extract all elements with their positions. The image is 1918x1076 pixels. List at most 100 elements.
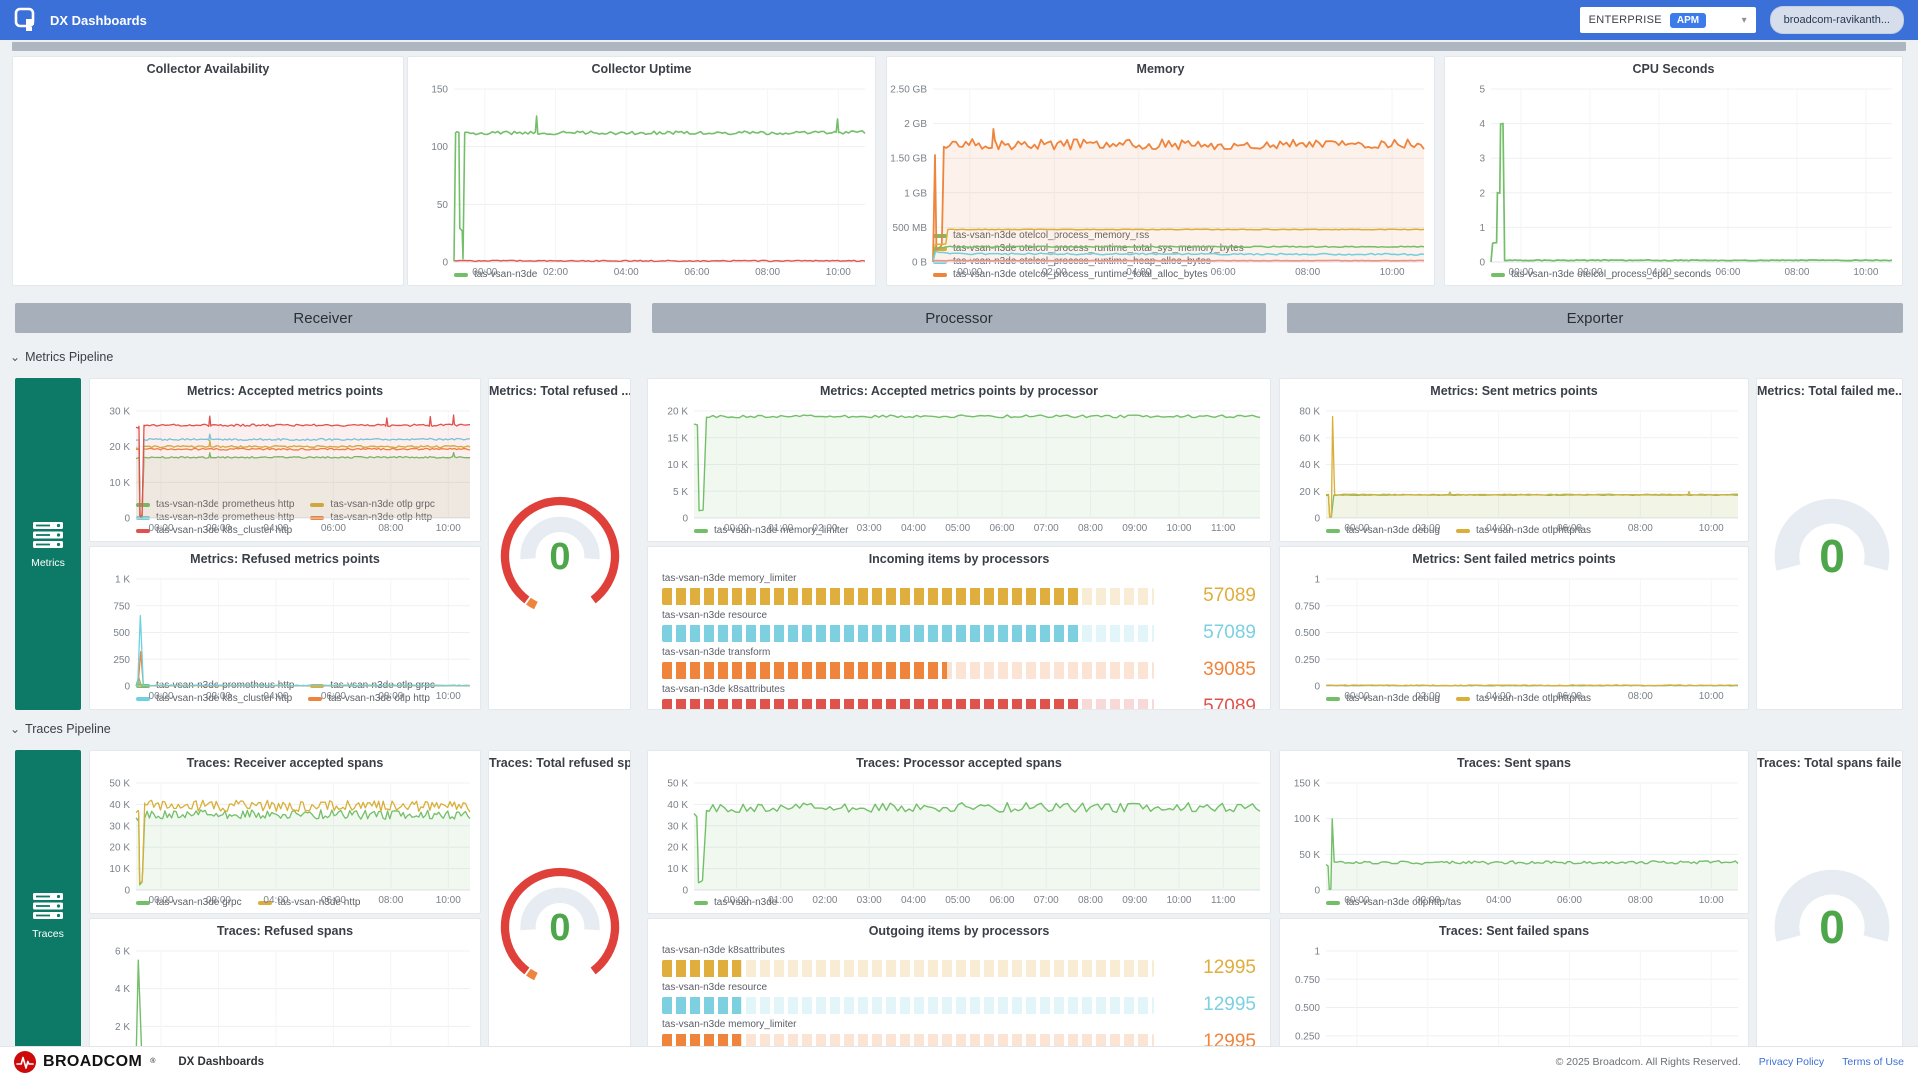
svg-text:0: 0	[1314, 682, 1320, 693]
svg-text:06:00: 06:00	[321, 691, 346, 702]
collector-uptime-chart: 05010015000:0002:0004:0006:0008:0010:00	[408, 81, 875, 268]
panel-title: Metrics: Accepted metrics points	[90, 379, 480, 403]
led-gauge-value: 57089	[1168, 585, 1256, 607]
svg-text:10:00: 10:00	[1699, 691, 1724, 702]
svg-text:2.50 GB: 2.50 GB	[890, 85, 927, 96]
led-gauge-row: tas-vsan-n3de k8sattributes12995	[662, 945, 1256, 979]
svg-text:2: 2	[1479, 188, 1485, 199]
panel-title: Traces: Sent failed spans	[1280, 919, 1748, 943]
broadcom-brand: BROADCOM ® DX Dashboards	[14, 1051, 264, 1073]
traces-tile-label: Traces	[32, 928, 64, 940]
svg-text:04:00: 04:00	[1486, 523, 1511, 534]
dx-dashboards-logo-icon	[14, 7, 40, 33]
led-gauge-value: 12995	[1168, 994, 1256, 1016]
svg-text:10:00: 10:00	[436, 691, 461, 702]
led-gauge-row: tas-vsan-n3de k8sattributes57089	[662, 684, 1256, 710]
footer-product-name: DX Dashboards	[178, 1056, 264, 1068]
panel-title: Metrics: Refused metrics points	[90, 547, 480, 571]
terms-of-use-link[interactable]: Terms of Use	[1842, 1056, 1904, 1068]
svg-text:0: 0	[1819, 530, 1845, 582]
panel-title: Collector Uptime	[408, 57, 875, 81]
svg-text:0: 0	[682, 514, 688, 525]
metrics-icon	[31, 520, 65, 550]
svg-text:0: 0	[1314, 886, 1320, 897]
svg-text:03:00: 03:00	[857, 895, 882, 906]
svg-text:0.250: 0.250	[1295, 1031, 1320, 1042]
collector-availability-chart	[13, 81, 403, 285]
panel-title: Traces: Sent spans	[1280, 751, 1748, 775]
led-gauge-value: 57089	[1168, 696, 1256, 710]
led-gauge-value: 57089	[1168, 622, 1256, 644]
traces-accepted-chart: 010 K20 K30 K40 K50 K00:0002:0004:0006:0…	[90, 775, 480, 896]
svg-text:1 K: 1 K	[115, 575, 130, 586]
led-gauge-row: tas-vsan-n3de resource57089	[662, 610, 1256, 644]
svg-text:06:00: 06:00	[321, 895, 346, 906]
svg-text:08:00: 08:00	[378, 691, 403, 702]
privacy-policy-link[interactable]: Privacy Policy	[1759, 1056, 1824, 1068]
section-bar-receiver: Receiver	[15, 303, 631, 333]
svg-text:2 K: 2 K	[115, 1022, 130, 1033]
collapsed-section-strip[interactable]	[12, 42, 1906, 51]
svg-text:30 K: 30 K	[109, 407, 130, 418]
led-gauge-label: tas-vsan-n3de memory_limiter	[662, 573, 1256, 584]
panel-memory: Memory 0 B500 MB1 GB1.50 GB2 GB2.50 GB00…	[886, 56, 1435, 286]
panel-metrics-sent-failed: Metrics: Sent failed metrics points 00.2…	[1279, 546, 1749, 710]
svg-text:04:00: 04:00	[1647, 267, 1672, 278]
svg-text:02:00: 02:00	[812, 523, 837, 534]
metrics-pipeline-tile: Metrics	[15, 378, 81, 710]
traces-pipeline-toggle[interactable]: ⌄ Traces Pipeline	[10, 722, 111, 736]
svg-text:04:00: 04:00	[614, 267, 639, 278]
svg-text:08:00: 08:00	[378, 895, 403, 906]
metrics-tile-label: Metrics	[31, 557, 65, 569]
panel-title: Traces: Receiver accepted spans	[90, 751, 480, 775]
svg-text:08:00: 08:00	[1078, 895, 1103, 906]
svg-text:4: 4	[1479, 119, 1485, 130]
svg-text:40 K: 40 K	[109, 800, 130, 811]
svg-text:20 K: 20 K	[667, 843, 688, 854]
app-title: DX Dashboards	[50, 13, 147, 28]
panel-title: Metrics: Sent metrics points	[1280, 379, 1748, 403]
traces-icon	[31, 891, 65, 921]
svg-text:10 K: 10 K	[109, 864, 130, 875]
panel-metrics-refused: Metrics: Refused metrics points 02505007…	[89, 546, 481, 710]
svg-text:06:00: 06:00	[1557, 523, 1582, 534]
section-bar-processor: Processor	[652, 303, 1266, 333]
cpu-seconds-chart: 01234500:0002:0004:0006:0008:0010:00	[1445, 81, 1902, 268]
svg-text:02:00: 02:00	[1415, 691, 1440, 702]
svg-text:04:00: 04:00	[1486, 895, 1511, 906]
svg-text:01:00: 01:00	[768, 895, 793, 906]
svg-text:10:00: 10:00	[1699, 895, 1724, 906]
svg-text:20 K: 20 K	[109, 442, 130, 453]
dx-dashboards-app: DX Dashboards ENTERPRISE APM ▾ broadcom-…	[0, 0, 1918, 1076]
svg-text:02:00: 02:00	[543, 267, 568, 278]
panel-collector-uptime: Collector Uptime 05010015000:0002:0004:0…	[407, 56, 876, 286]
svg-text:10:00: 10:00	[1166, 523, 1191, 534]
incoming-items-gauges: tas-vsan-n3de memory_limiter57089tas-vsa…	[648, 571, 1270, 710]
svg-text:02:00: 02:00	[206, 691, 231, 702]
svg-text:06:00: 06:00	[684, 267, 709, 278]
led-gauge-row: tas-vsan-n3de transform39085	[662, 647, 1256, 681]
svg-text:1.50 GB: 1.50 GB	[890, 154, 927, 165]
apm-badge: APM	[1670, 13, 1706, 28]
svg-text:06:00: 06:00	[989, 523, 1014, 534]
svg-text:15 K: 15 K	[667, 433, 688, 444]
svg-text:04:00: 04:00	[263, 895, 288, 906]
led-gauge-value: 39085	[1168, 659, 1256, 681]
traces-pipeline-tile: Traces	[15, 750, 81, 1076]
svg-text:05:00: 05:00	[945, 895, 970, 906]
svg-text:08:00: 08:00	[755, 267, 780, 278]
svg-text:05:00: 05:00	[945, 523, 970, 534]
user-menu-button[interactable]: broadcom-ravikanth...	[1770, 6, 1904, 34]
svg-text:20 K: 20 K	[109, 843, 130, 854]
scope-select[interactable]: ENTERPRISE APM ▾	[1580, 7, 1756, 33]
led-gauge-value: 12995	[1168, 957, 1256, 979]
memory-chart: 0 B500 MB1 GB1.50 GB2 GB2.50 GB00:0002:0…	[887, 81, 1434, 229]
svg-text:10:00: 10:00	[436, 895, 461, 906]
traces-total-failed-gauge: 0	[1757, 775, 1902, 1076]
metrics-pipeline-toggle[interactable]: ⌄ Metrics Pipeline	[10, 350, 113, 364]
traces-by-processor-chart: 010 K20 K30 K40 K50 K00:0001:0002:0003:0…	[648, 775, 1270, 896]
panel-traces-total-refused-gauge: Traces: Total refused sp... 0	[488, 750, 631, 1076]
svg-text:0: 0	[1819, 901, 1845, 953]
svg-text:0: 0	[549, 536, 570, 578]
panel-title: Incoming items by processors	[648, 547, 1270, 571]
